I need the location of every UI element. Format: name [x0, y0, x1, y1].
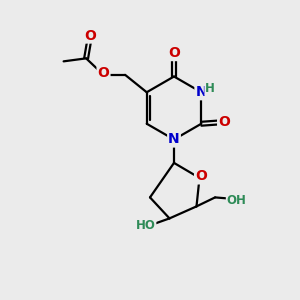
Text: O: O: [84, 28, 96, 43]
Text: OH: OH: [227, 194, 247, 207]
Text: N: N: [196, 85, 207, 99]
Text: HO: HO: [136, 219, 155, 232]
Text: O: O: [195, 169, 207, 183]
Text: O: O: [98, 66, 110, 80]
Text: O: O: [168, 46, 180, 60]
Text: O: O: [218, 115, 230, 129]
Text: N: N: [168, 133, 180, 146]
Text: H: H: [205, 82, 215, 95]
